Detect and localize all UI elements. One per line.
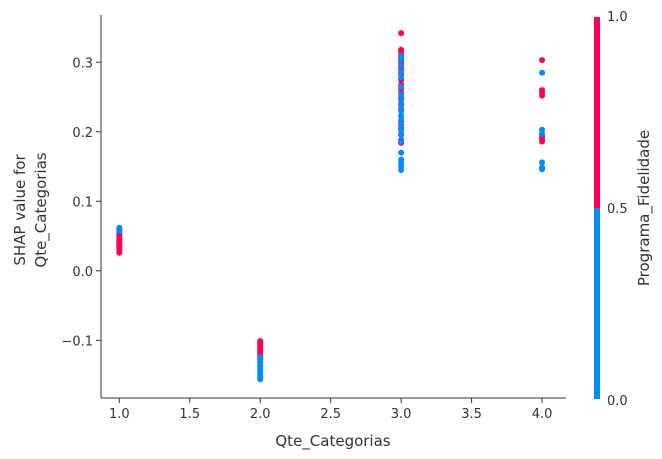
y-ticks: −0.1 0.0 0.1 0.2 0.3 (61, 56, 101, 349)
colorbar: 1.0 0.5 0.0 Programa_Fidelidade (594, 10, 654, 409)
x-tick-label: 2.5 (320, 407, 341, 422)
data-point (539, 92, 546, 99)
y-axis-label-line-1: SHAP value for (11, 154, 29, 266)
data-point (398, 91, 405, 98)
data-point (257, 376, 264, 383)
colorbar-low-segment (594, 208, 600, 399)
data-point (398, 149, 405, 156)
colorbar-tick-mid: 0.5 (607, 202, 628, 217)
y-axis-label-line-2: Qte_Categorias (32, 152, 51, 267)
data-point (398, 68, 405, 75)
data-point (398, 56, 405, 63)
x-tick-label: 3.5 (461, 407, 482, 422)
data-point (398, 112, 405, 119)
data-point (398, 107, 405, 114)
data-point (539, 126, 546, 133)
colorbar-tick-low: 0.0 (607, 394, 628, 409)
data-point (398, 102, 405, 109)
data-point (398, 96, 405, 103)
data-point (398, 74, 405, 81)
y-tick-label: 0.0 (72, 265, 93, 280)
data-point (539, 69, 546, 76)
x-tick-label: 4.0 (532, 407, 553, 422)
colorbar-label: Programa_Fidelidade (635, 130, 654, 286)
x-ticks: 1.0 1.5 2.0 2.5 3.0 3.5 4.0 (109, 398, 552, 422)
points-layer (116, 30, 546, 383)
x-tick-label: 2.0 (250, 407, 271, 422)
x-tick-label: 1.0 (109, 407, 130, 422)
y-axis-label: SHAP value for Qte_Categorias (11, 152, 51, 267)
data-point (398, 83, 405, 90)
data-point (539, 159, 546, 166)
data-point (398, 121, 405, 128)
data-point (539, 130, 546, 137)
x-tick-label: 1.5 (179, 407, 200, 422)
data-point (398, 167, 405, 174)
y-tick-label: 0.2 (72, 126, 93, 141)
colorbar-tick-high: 1.0 (607, 10, 628, 25)
y-tick-label: 0.3 (72, 56, 93, 71)
data-point (398, 138, 405, 145)
data-point (398, 132, 405, 139)
data-point (539, 138, 546, 145)
x-tick-label: 3.0 (391, 407, 412, 422)
x-axis-label: Qte_Categorias (275, 432, 390, 451)
data-point (398, 30, 405, 37)
data-point (398, 127, 405, 134)
data-point (539, 57, 546, 64)
data-point (116, 233, 123, 240)
data-point (116, 249, 123, 256)
y-tick-label: −0.1 (61, 334, 93, 349)
y-tick-label: 0.1 (72, 195, 93, 210)
colorbar-high-segment (594, 17, 600, 208)
data-point (539, 166, 546, 173)
data-point (398, 116, 405, 123)
data-point (398, 62, 405, 69)
